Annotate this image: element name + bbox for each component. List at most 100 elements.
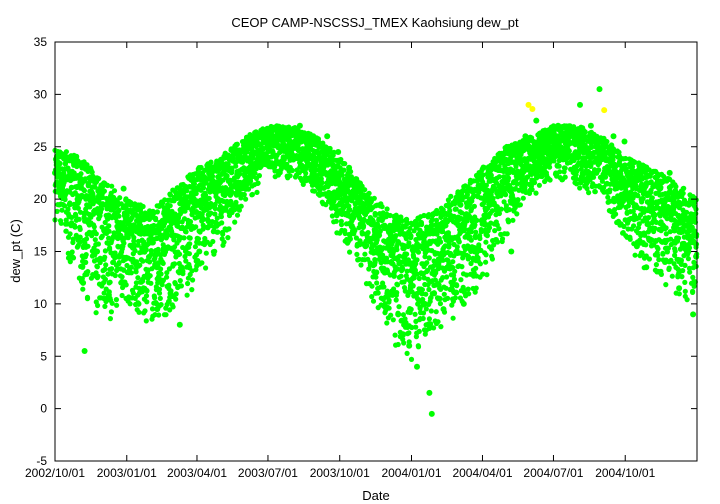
data-point xyxy=(291,143,298,150)
envelope-point xyxy=(365,230,371,236)
envelope-point xyxy=(156,286,163,292)
data-point xyxy=(140,248,147,255)
envelope-point xyxy=(212,205,218,212)
data-point xyxy=(215,196,221,203)
envelope-point xyxy=(358,262,364,268)
envelope-point xyxy=(143,293,150,299)
envelope-point xyxy=(256,173,262,179)
envelope-point xyxy=(495,239,501,245)
envelope-point xyxy=(520,195,526,201)
envelope-point xyxy=(379,204,385,210)
envelope-point xyxy=(92,237,98,243)
envelope-point xyxy=(109,300,115,306)
envelope-point xyxy=(175,219,181,225)
envelope-point xyxy=(504,231,510,237)
envelope-point xyxy=(381,284,387,290)
envelope-point xyxy=(106,223,112,229)
envelope-point xyxy=(437,301,443,307)
envelope-point xyxy=(663,225,669,231)
envelope-point xyxy=(437,296,443,302)
envelope-point xyxy=(102,248,108,254)
envelope-point xyxy=(143,318,149,324)
envelope-point xyxy=(556,163,562,169)
envelope-point xyxy=(333,218,339,224)
envelope-point xyxy=(132,242,138,248)
envelope-point xyxy=(96,176,102,182)
envelope-point xyxy=(459,264,465,270)
envelope-point xyxy=(158,302,164,308)
envelope-point xyxy=(408,306,414,312)
envelope-point xyxy=(406,240,412,246)
envelope-point xyxy=(390,317,396,323)
envelope-point xyxy=(450,315,456,321)
envelope-point xyxy=(172,261,178,267)
envelope-point xyxy=(163,312,169,318)
envelope-point xyxy=(230,155,236,162)
envelope-point xyxy=(80,286,86,292)
envelope-point xyxy=(679,274,685,280)
data-point xyxy=(59,185,65,192)
envelope-point xyxy=(74,163,80,170)
envelope-point xyxy=(499,236,506,242)
chart-title: CEOP CAMP-NSCSSJ_TMEX Kaohsiung dew_pt xyxy=(231,15,519,30)
envelope-point xyxy=(232,219,238,225)
envelope-point xyxy=(658,271,665,277)
envelope-point xyxy=(682,279,688,285)
envelope-point xyxy=(107,279,113,285)
envelope-point xyxy=(133,280,139,286)
envelope-point xyxy=(445,295,451,301)
envelope-point xyxy=(236,207,242,213)
envelope-point xyxy=(458,202,464,208)
envelope-point xyxy=(370,298,377,304)
envelope-point xyxy=(517,202,524,208)
envelope-point xyxy=(362,251,368,257)
envelope-point xyxy=(116,207,122,213)
envelope-point xyxy=(610,153,617,160)
envelope-point xyxy=(81,188,87,194)
envelope-point xyxy=(103,262,109,268)
envelope-point xyxy=(386,297,392,303)
envelope-point xyxy=(203,192,209,198)
envelope-point xyxy=(690,289,696,295)
envelope-point xyxy=(252,170,258,176)
envelope-point xyxy=(149,306,156,312)
envelope-point xyxy=(435,319,441,325)
envelope-point xyxy=(672,248,678,254)
envelope-point xyxy=(84,294,91,300)
envelope-point xyxy=(484,233,490,239)
envelope-point xyxy=(92,184,98,190)
envelope-point xyxy=(106,228,112,234)
envelope-point xyxy=(83,259,89,265)
envelope-point xyxy=(112,272,118,279)
envelope-point xyxy=(167,192,174,198)
envelope-point xyxy=(452,295,458,301)
data-point xyxy=(77,180,84,187)
envelope-point xyxy=(128,264,134,270)
envelope-point xyxy=(680,190,686,196)
envelope-point xyxy=(693,263,699,269)
envelope-point xyxy=(229,167,235,173)
envelope-point xyxy=(444,274,450,280)
envelope-point xyxy=(489,256,495,262)
envelope-point xyxy=(215,229,221,235)
envelope-point xyxy=(303,170,309,176)
envelope-point xyxy=(85,269,91,275)
envelope-point xyxy=(119,274,125,280)
envelope-point xyxy=(74,153,80,159)
envelope-point xyxy=(413,324,419,330)
envelope-point xyxy=(483,239,489,245)
envelope-point xyxy=(473,285,479,291)
envelope-point xyxy=(121,240,127,246)
envelope-point xyxy=(233,199,239,205)
envelope-point xyxy=(114,203,120,209)
data-point xyxy=(181,201,188,208)
envelope-point xyxy=(533,190,539,196)
data-point xyxy=(258,154,265,161)
envelope-point xyxy=(212,211,218,217)
envelope-point xyxy=(454,290,460,296)
envelope-point xyxy=(408,233,414,239)
envelope-point xyxy=(200,226,206,232)
envelope-point xyxy=(531,180,538,186)
envelope-point xyxy=(148,280,154,286)
envelope-point xyxy=(361,223,367,229)
